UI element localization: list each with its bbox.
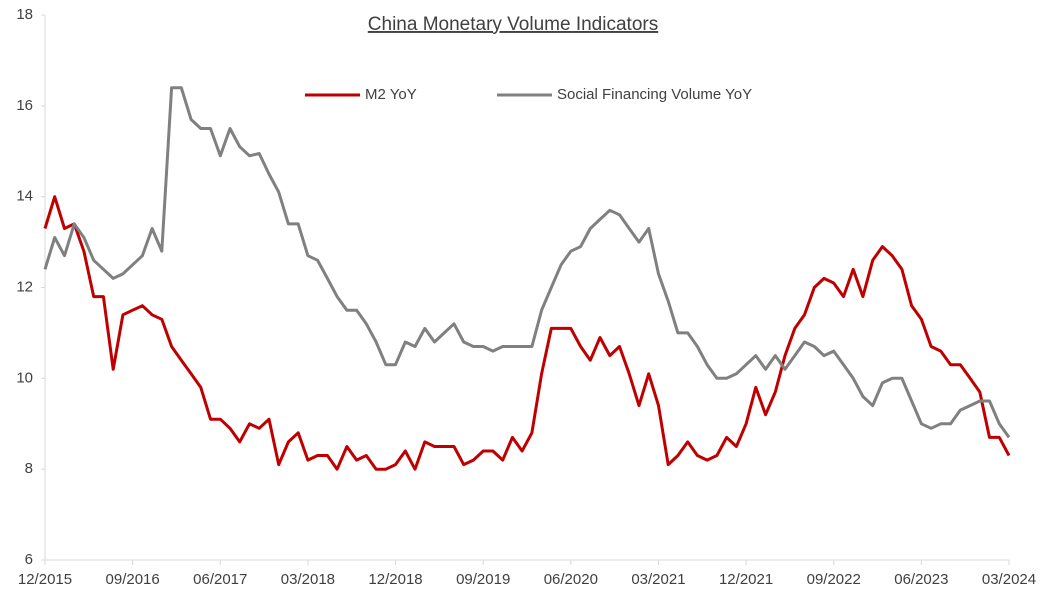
x-tick-label: 03/2018 [281, 571, 335, 588]
y-tick-label: 8 [25, 460, 33, 477]
x-tick-label: 03/2024 [982, 571, 1036, 588]
y-tick-label: 12 [16, 278, 33, 295]
y-tick-label: 16 [16, 97, 33, 114]
y-tick-label: 6 [25, 551, 33, 568]
y-tick-label: 18 [16, 6, 33, 23]
x-tick-label: 12/2018 [368, 571, 422, 588]
legend-label: Social Financing Volume YoY [557, 86, 752, 103]
series-line [43, 195, 1011, 471]
x-tick-label: 09/2022 [807, 571, 861, 588]
y-tick-label: 10 [16, 369, 33, 386]
x-tick-label: 12/2015 [18, 571, 72, 588]
x-tick-label: 06/2023 [894, 571, 948, 588]
legend-label: M2 YoY [365, 86, 417, 103]
x-tick-label: 06/2017 [193, 571, 247, 588]
y-tick-label: 14 [16, 188, 33, 205]
x-tick-label: 12/2021 [719, 571, 773, 588]
x-tick-label: 06/2020 [544, 571, 598, 588]
x-tick-label: 09/2016 [106, 571, 160, 588]
x-tick-label: 09/2019 [456, 571, 510, 588]
chart-title: China Monetary Volume Indicators [368, 14, 658, 35]
x-tick-label: 03/2021 [631, 571, 685, 588]
series-line [43, 86, 1011, 439]
